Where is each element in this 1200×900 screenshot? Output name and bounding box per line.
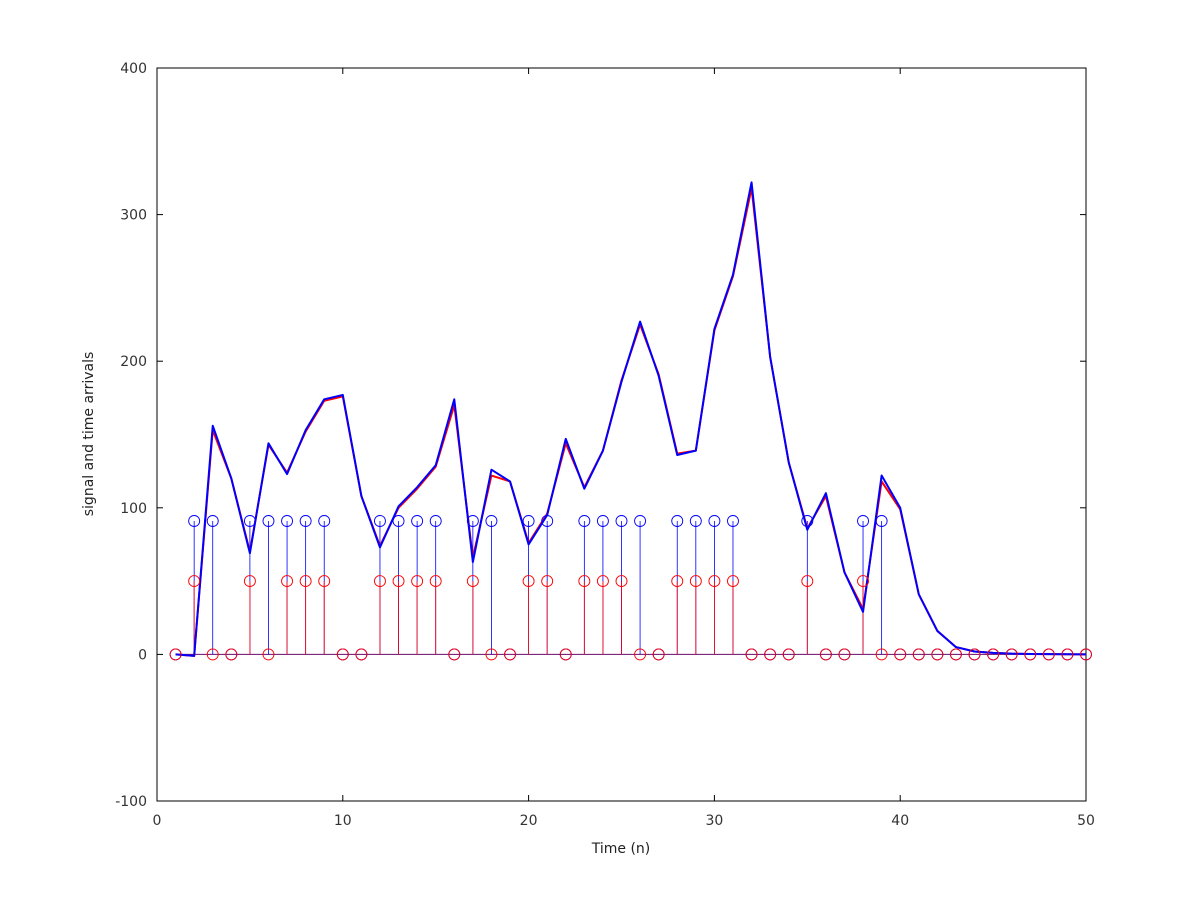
stem-marker (987, 648, 1000, 661)
stem-marker (206, 515, 219, 527)
signal-line (175, 187, 1087, 657)
stem-marker (745, 648, 758, 661)
stem-marker (764, 648, 777, 661)
stem-marker (355, 648, 368, 661)
stem-marker (429, 515, 442, 527)
stem-marker (448, 648, 461, 661)
stem-marker (708, 515, 721, 527)
stem-marker (336, 648, 349, 661)
stem-marker (968, 648, 981, 661)
stem-marker (262, 515, 275, 527)
y-tick-label: 0 (138, 647, 147, 663)
stem-marker (1024, 648, 1037, 661)
stem-marker (504, 648, 516, 661)
stem-marker (671, 515, 684, 527)
stem-marker (281, 575, 294, 588)
stem-marker (188, 515, 201, 527)
y-axis-title: signal and time arrivals (81, 352, 97, 517)
signal-line (175, 181, 1087, 657)
stem-marker (522, 575, 535, 588)
stem-marker (782, 648, 795, 661)
stem-marker (541, 515, 554, 527)
stem-marker (559, 648, 572, 661)
stem-marker (689, 515, 702, 527)
stem-marker (392, 515, 405, 527)
stem-marker (374, 515, 386, 527)
stem-marker (634, 648, 647, 661)
stem-marker (1042, 648, 1055, 661)
y-tick-label: -100 (115, 794, 147, 810)
stem-marker (466, 515, 479, 527)
stem-marker (894, 648, 907, 661)
line-series (175, 181, 1087, 657)
y-tick-label: 100 (120, 501, 147, 517)
stem-marker (466, 575, 479, 588)
stem-marker (801, 515, 814, 527)
stem-marker (652, 648, 665, 661)
stem-marker (801, 575, 814, 588)
stem-markers (169, 515, 1092, 661)
stem-marker (727, 575, 739, 588)
stem-marker (931, 648, 944, 661)
stem-marker (299, 515, 312, 527)
stem-marker (615, 515, 628, 527)
x-tick-label: 40 (891, 813, 909, 829)
stem-marker (374, 575, 386, 588)
stem-marker (318, 575, 331, 588)
stem-marker (708, 575, 721, 588)
x-tick-label: 50 (1077, 813, 1095, 829)
plot-frame (156, 67, 1087, 802)
stem-marker (875, 515, 888, 527)
stem-marker (411, 515, 424, 527)
stem-marker (411, 575, 424, 588)
stem-marker (225, 648, 238, 661)
stem-marker (299, 575, 312, 588)
x-tick-label: 0 (153, 813, 162, 829)
stem-marker (169, 648, 182, 661)
stem-marker (243, 515, 256, 527)
y-tick-label: 400 (120, 61, 147, 77)
tick-labels: 0 10 20 30 40 50 -100 0 100 200 300 400 (115, 61, 1095, 829)
y-tick-label: 300 (120, 208, 147, 224)
stem-marker (1005, 648, 1018, 661)
stem-marker (429, 575, 442, 588)
stem-marker (671, 575, 684, 588)
stem-marker (206, 648, 219, 661)
stem-marker (1061, 648, 1074, 661)
stem-marker (578, 515, 591, 527)
stem-marker (596, 575, 609, 588)
stem-marker (485, 515, 498, 527)
stem-marker (857, 515, 869, 527)
x-axis-title: Time (n) (591, 841, 651, 857)
stem-marker (949, 648, 962, 661)
stem-marker (243, 575, 256, 588)
stem-marker (838, 648, 851, 661)
y-tick-label: 200 (120, 354, 147, 370)
stem-marker (689, 575, 702, 588)
stem-marker (857, 575, 869, 588)
stem-marker (727, 515, 739, 527)
stem-marker (522, 515, 535, 527)
stem-marker (578, 575, 591, 588)
stem-marker (541, 575, 554, 588)
stem-marker (596, 515, 609, 527)
stem-marker (485, 648, 498, 661)
stem-marker (912, 648, 925, 661)
stem-marker (819, 648, 832, 661)
stem-series (193, 520, 883, 655)
stem-marker (875, 648, 888, 661)
stem-marker (1080, 648, 1092, 661)
axis-ticks (156, 67, 1087, 802)
x-tick-label: 20 (520, 813, 538, 829)
x-tick-label: 10 (334, 813, 352, 829)
stem-marker (634, 515, 647, 527)
stem-marker (392, 575, 405, 588)
stem-marker (262, 648, 275, 661)
stem-marker (318, 515, 331, 527)
x-tick-label: 30 (705, 813, 723, 829)
stem-marker (188, 575, 201, 588)
stem-marker (615, 575, 628, 588)
stem-marker (281, 515, 294, 527)
